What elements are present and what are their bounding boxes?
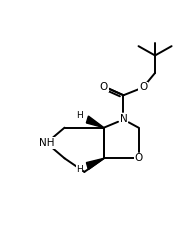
Polygon shape [86,116,104,128]
Polygon shape [86,158,104,170]
Text: O: O [100,81,108,91]
Text: O: O [139,82,147,92]
Text: H: H [76,111,83,120]
Text: N: N [120,114,127,124]
Text: H: H [76,165,83,174]
Text: O: O [134,153,143,163]
Text: NH: NH [39,138,54,148]
